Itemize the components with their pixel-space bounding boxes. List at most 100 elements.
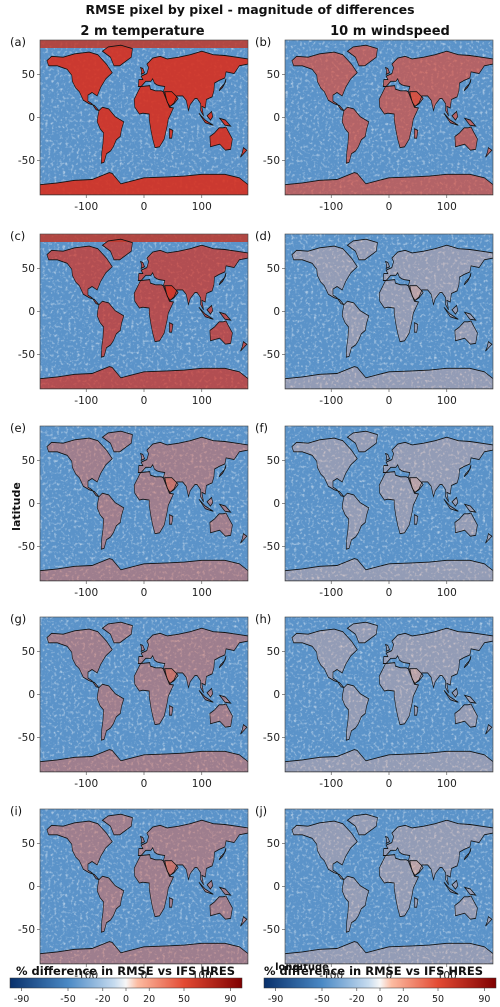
x-tick-label: 0	[141, 201, 148, 213]
colorbar-tick-label: 50	[178, 994, 190, 1005]
arctic-band	[40, 234, 248, 242]
y-tick-label: -50	[263, 924, 280, 936]
y-tick-label: 0	[28, 689, 35, 701]
column-title-temperature: 2 m temperature	[80, 24, 205, 39]
x-tick-label: 100	[192, 778, 212, 790]
x-tick-label: -100	[74, 201, 98, 213]
x-tick-label: -100	[74, 587, 98, 599]
arctic-band	[40, 40, 248, 48]
y-tick-label: 50	[267, 838, 280, 850]
colorbar-tick-label: -50	[314, 994, 330, 1005]
y-tick-label: 50	[267, 646, 280, 658]
panel-label: (d)	[255, 229, 271, 243]
colorbar-tick-label: 90	[224, 994, 236, 1005]
x-tick-label: 100	[437, 201, 457, 213]
y-tick-label: -50	[18, 541, 35, 553]
colorbar-tick-label: -20	[349, 994, 365, 1005]
colorbar-gradient	[9, 977, 243, 989]
y-tick-label: 0	[28, 498, 35, 510]
x-tick-label: 100	[437, 587, 457, 599]
map-panel: (e) 50 0 -50 -100 0 100	[10, 421, 249, 599]
x-tick-label: 0	[386, 778, 393, 790]
x-tick-label: 0	[141, 778, 148, 790]
colorbar-label-right: % difference in RMSE vs IFS HRES	[264, 964, 484, 978]
panel-label: (e)	[10, 421, 26, 435]
y-tick-label: 0	[273, 112, 280, 124]
colorbar-tick-label: -50	[60, 994, 76, 1005]
x-tick-label: 100	[437, 395, 457, 407]
panel-label: (a)	[10, 35, 26, 49]
y-tick-label: -50	[263, 349, 280, 361]
panels-layer: (a) 50 0 -50 -100 0 100 (b) 50 0 -50 -100 0 100 (c) 50 0…	[10, 35, 494, 982]
panel-label: (c)	[10, 229, 25, 243]
y-tick-label: -50	[263, 155, 280, 167]
y-tick-label: 50	[22, 646, 35, 658]
colorbar-right: -90 -50 -20 0 20 50 90	[263, 977, 497, 1005]
colorbar-tick-label: 20	[143, 994, 155, 1005]
y-tick-label: 0	[28, 112, 35, 124]
map-panel: (c) 50 0 -50 -100 0 100	[10, 229, 249, 407]
y-tick-label: 0	[28, 306, 35, 318]
x-tick-label: 100	[192, 201, 212, 213]
colorbar-tick-label: 0	[377, 994, 383, 1005]
x-tick-label: 0	[386, 587, 393, 599]
x-tick-label: -100	[319, 395, 343, 407]
y-tick-label: -50	[18, 155, 35, 167]
colorbar-tick-label: 0	[123, 994, 129, 1005]
x-tick-label: 100	[437, 778, 457, 790]
x-tick-label: 0	[141, 970, 148, 982]
y-tick-label: -50	[18, 924, 35, 936]
x-tick-label: 0	[141, 395, 148, 407]
colorbar-gradient	[263, 977, 497, 989]
y-tick-label: -50	[263, 541, 280, 553]
y-tick-label: 50	[267, 69, 280, 81]
panel-label: (g)	[10, 612, 26, 626]
map-panel: (a) 50 0 -50 -100 0 100	[10, 35, 249, 213]
y-tick-label: 0	[273, 881, 280, 893]
map-panel: (i)500-50-100 0 100	[10, 804, 249, 982]
map-panel: (f) 50 0 -50 -100 0 100	[255, 421, 494, 599]
x-tick-label: 0	[386, 201, 393, 213]
y-tick-label: 50	[22, 455, 35, 467]
x-tick-label: 0	[141, 587, 148, 599]
x-tick-label: -100	[74, 395, 98, 407]
x-tick-label: -100	[319, 201, 343, 213]
column-title-windspeed: 10 m windspeed	[330, 24, 450, 39]
y-tick-label: 50	[22, 69, 35, 81]
x-tick-label: 0	[386, 970, 393, 982]
colorbar-tick-label: -90	[14, 994, 30, 1005]
colorbar-tick-label: 20	[397, 994, 409, 1005]
panel-label: (f)	[255, 421, 268, 435]
colorbar-tick-label: 90	[478, 994, 490, 1005]
y-tick-label: 0	[28, 881, 35, 893]
figure-title: RMSE pixel by pixel - magnitude of diffe…	[85, 2, 415, 17]
colorbar-label-left: % difference in RMSE vs IFS HRES	[16, 964, 236, 978]
y-tick-label: 0	[273, 689, 280, 701]
y-tick-label: 0	[273, 498, 280, 510]
panel-label: (b)	[255, 35, 271, 49]
x-tick-label: 0	[386, 395, 393, 407]
map-panel: (b) 50 0 -50 -100 0 100	[255, 35, 494, 213]
panel-label: (i)	[10, 804, 22, 818]
x-tick-label: 100	[192, 395, 212, 407]
colorbar-left: -90 -50 -20 0 20 50 90	[9, 977, 243, 1005]
panel-label: (h)	[255, 612, 271, 626]
x-axis-label: longitude	[275, 962, 329, 973]
y-tick-label: -50	[18, 732, 35, 744]
x-tick-label: -100	[319, 587, 343, 599]
colorbar-tick-label: -90	[268, 994, 284, 1005]
y-tick-label: -50	[18, 349, 35, 361]
x-tick-label: -100	[74, 778, 98, 790]
panel-label: (j)	[255, 804, 267, 818]
x-tick-label: 100	[192, 587, 212, 599]
map-panel: (h) 50 0 -50 -100 0 100	[255, 612, 494, 790]
y-tick-label: 50	[267, 263, 280, 275]
colorbars-layer: -90 -50 -20 0 20 50 90 -90 -50 -20 0 20 50 90	[9, 977, 497, 1005]
map-panel: (j)500-50-100 0 100	[255, 804, 494, 982]
y-tick-label: -50	[263, 732, 280, 744]
y-tick-label: 0	[273, 306, 280, 318]
colorbar-tick-label: 50	[432, 994, 444, 1005]
y-tick-label: 50	[22, 838, 35, 850]
x-tick-label: -100	[319, 778, 343, 790]
